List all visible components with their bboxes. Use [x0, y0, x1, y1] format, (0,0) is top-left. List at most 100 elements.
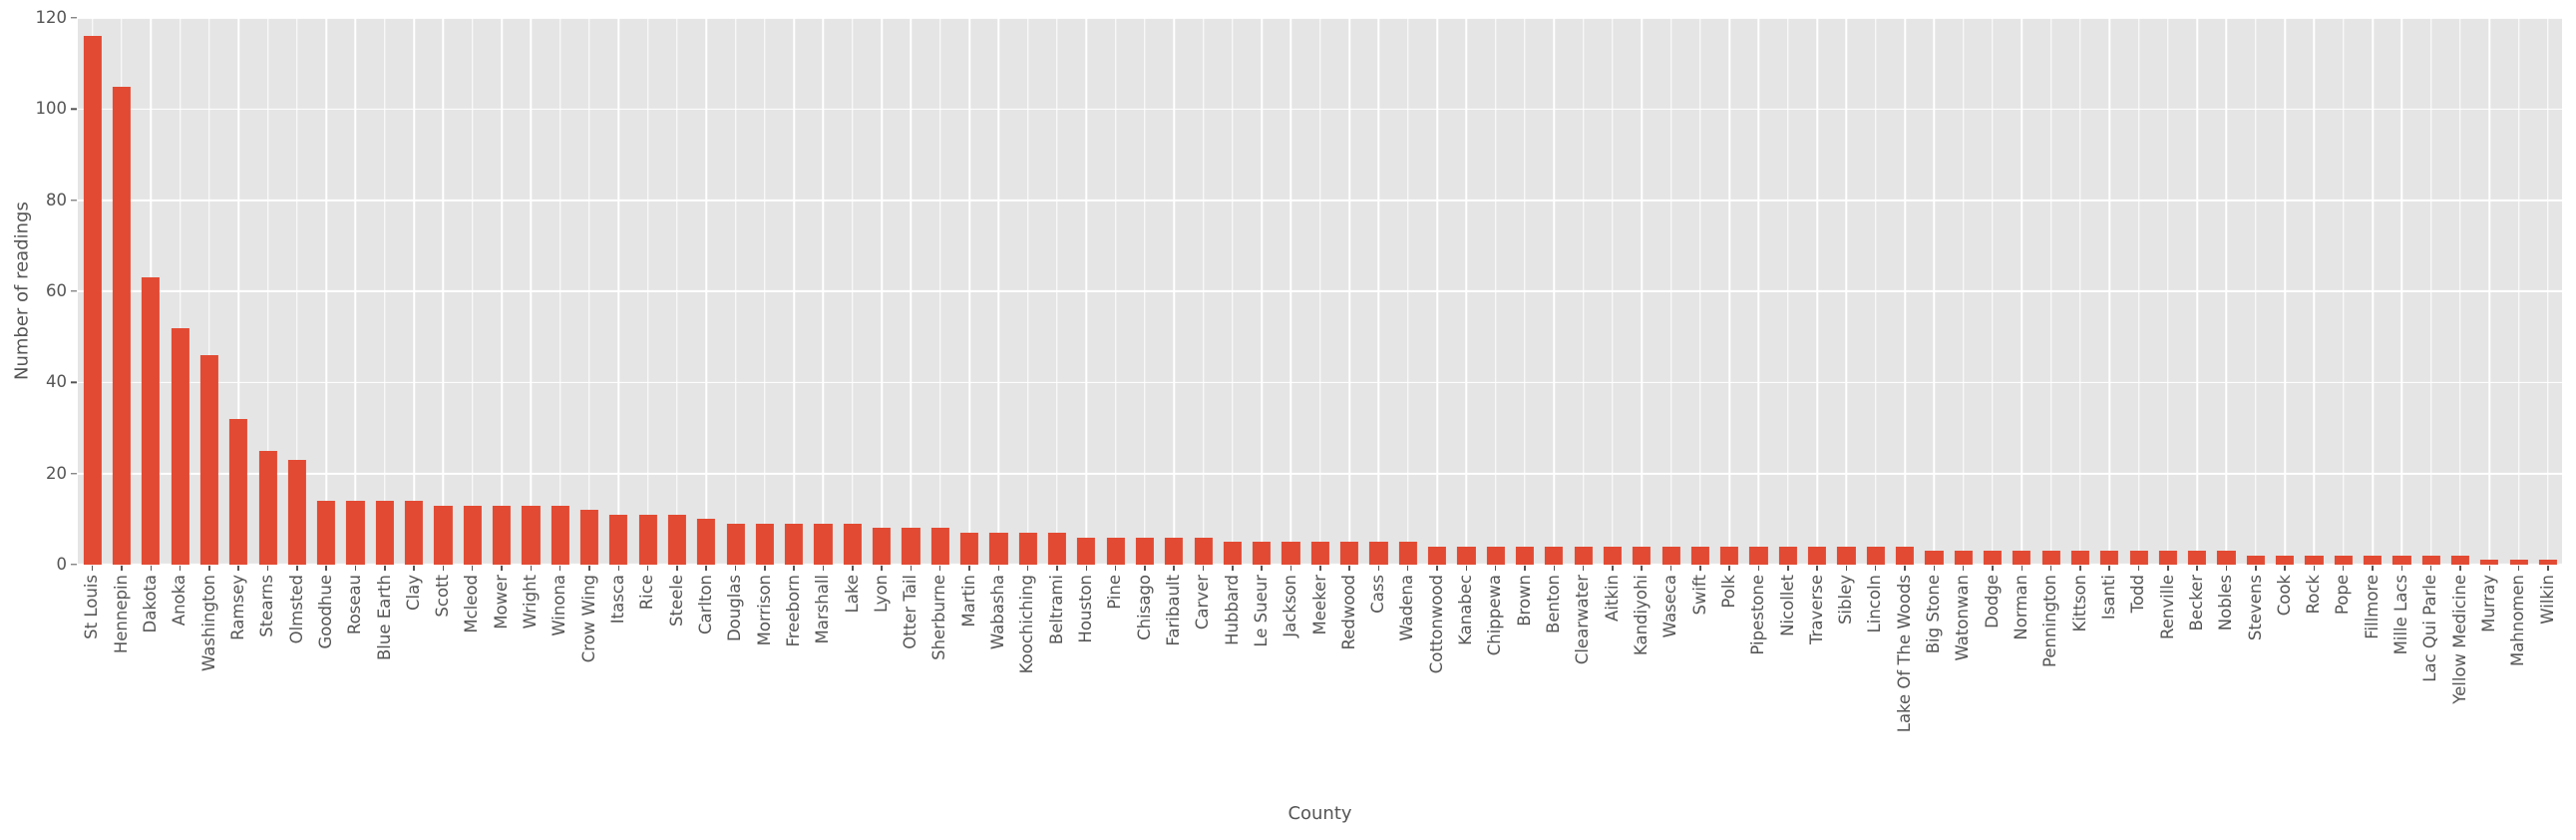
bar-slot: [487, 18, 516, 565]
x-tick-label: St Louis: [82, 575, 102, 639]
x-tick-mark: [150, 565, 153, 571]
vertical-gridline: [997, 18, 1000, 565]
x-tick-mark: [1494, 565, 1497, 571]
x-tick-mark: [208, 565, 210, 571]
x-tick-mark: [1874, 565, 1877, 571]
x-tick-label: Watonwan: [1953, 575, 1973, 661]
x-tick-mark: [442, 565, 445, 571]
x-tick-mark: [2108, 565, 2110, 571]
bar-slot: [78, 18, 107, 565]
bar: [1866, 546, 1885, 565]
x-tick-cell: Aitkin: [1598, 565, 1627, 790]
x-tick-label: Becker: [2186, 575, 2206, 631]
y-tick-label: 80: [46, 190, 67, 210]
bar-slot: [2124, 18, 2153, 565]
x-tick-cell: Redwood: [1334, 565, 1363, 790]
bar: [638, 514, 657, 565]
vertical-gridline: [793, 18, 795, 565]
x-tick-cell: Swift: [1685, 565, 1714, 790]
x-tick-label: Lake Of The Woods: [1894, 575, 1914, 733]
x-tick-cell: Rice: [633, 565, 662, 790]
vertical-gridline: [1406, 18, 1409, 565]
bar: [434, 505, 453, 565]
x-tick-mark: [822, 565, 825, 571]
x-tick-mark: [2459, 565, 2461, 571]
x-tick-label: Sibley: [1836, 575, 1856, 626]
vertical-gridline: [1641, 18, 1643, 565]
bar: [1895, 546, 1915, 565]
x-tick-label: Morrison: [754, 575, 774, 646]
bar-slot: [2300, 18, 2329, 565]
x-tick-cell: Wadena: [1393, 565, 1422, 790]
vertical-gridline: [910, 18, 913, 565]
x-tick-cell: Lincoln: [1861, 565, 1890, 790]
bar-slot: [2270, 18, 2299, 565]
x-tick-mark: [617, 565, 620, 571]
x-tick-label: Pine: [1105, 575, 1125, 610]
x-tick-cell: Dakota: [137, 565, 166, 790]
x-tick-cell: Roseau: [341, 565, 370, 790]
vertical-gridline: [442, 18, 445, 565]
x-tick-label: Blue Earth: [374, 575, 394, 661]
bar: [1486, 546, 1505, 565]
x-tick-mark: [2284, 565, 2286, 571]
bar-slot: [1072, 18, 1101, 565]
x-tick-cell: Mille Lacs: [2388, 565, 2416, 790]
x-tick-label: Mahnomen: [2508, 575, 2528, 667]
x-tick-mark: [1465, 565, 1468, 571]
vertical-gridline: [1582, 18, 1585, 565]
bar-slot: [2008, 18, 2036, 565]
vertical-gridline: [325, 18, 327, 565]
bar: [229, 418, 248, 565]
x-tick-cell: Cass: [1364, 565, 1393, 790]
x-tick-mark: [588, 565, 590, 571]
bar: [2480, 560, 2499, 565]
bar-slot: [1510, 18, 1539, 565]
y-tick-label: 20: [46, 463, 67, 483]
x-tick-label: Goodhue: [315, 575, 335, 649]
x-tick-mark: [1202, 565, 1205, 571]
x-tick-mark: [1289, 565, 1292, 571]
y-tick-label: 120: [35, 7, 68, 27]
x-tick-cell: Goodhue: [312, 565, 341, 790]
bar-slot: [1334, 18, 1363, 565]
vertical-gridline: [2021, 18, 2024, 565]
x-tick-mark: [1699, 565, 1701, 571]
bar: [1954, 551, 1973, 565]
bar: [814, 523, 833, 565]
x-tick-mark: [2021, 565, 2024, 571]
bar-slot: [2504, 18, 2533, 565]
x-tick-label: Ramsey: [227, 575, 247, 640]
x-tick-label: Cottonwood: [1426, 575, 1446, 674]
bar-slot: [1773, 18, 1802, 565]
x-tick-cell: Cottonwood: [1422, 565, 1451, 790]
vertical-gridline: [2167, 18, 2169, 565]
bar-slot: [2153, 18, 2182, 565]
x-tick-mark: [793, 565, 795, 571]
bar: [522, 505, 541, 565]
x-tick-mark: [1436, 565, 1438, 571]
bar: [1282, 542, 1300, 565]
vertical-gridline: [296, 18, 298, 565]
x-tick-label: Anoka: [170, 575, 189, 627]
x-tick-mark: [471, 565, 474, 571]
x-tick-mark: [2079, 565, 2081, 571]
x-tick-mark: [1319, 565, 1321, 571]
vertical-gridline: [1874, 18, 1877, 565]
vertical-gridline: [1232, 18, 1234, 565]
bar-slot: [1364, 18, 1393, 565]
x-tick-mark: [1524, 565, 1526, 571]
bar: [697, 519, 716, 565]
x-tick-cell: Freeborn: [780, 565, 809, 790]
vertical-gridline: [2049, 18, 2052, 565]
x-tick-cell: Carlton: [692, 565, 721, 790]
y-axis-ticks: 0 20 40 60 80 100 120: [36, 9, 78, 572]
bar: [959, 533, 979, 565]
bar-slot: [1656, 18, 1685, 565]
x-tick-label: Wabasha: [988, 575, 1008, 650]
vertical-gridline: [1144, 18, 1146, 565]
bar-slot: [546, 18, 574, 565]
bar-slot: [692, 18, 721, 565]
x-tick-label: Clearwater: [1573, 575, 1593, 665]
bar: [2538, 560, 2557, 565]
